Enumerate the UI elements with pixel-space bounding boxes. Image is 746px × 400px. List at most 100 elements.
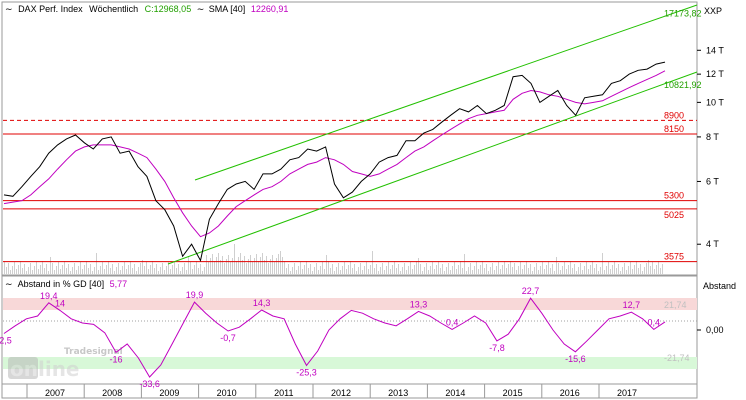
- volume-bar: [530, 264, 531, 274]
- volume-bar: [350, 261, 351, 274]
- volume-bar: [328, 261, 329, 274]
- time-x-axis: 2007 2008 2009 2010 2011 2012 2013 2014 2015 2016…: [26, 384, 637, 398]
- volume-bar: [384, 270, 385, 274]
- x-tick-label: 2013: [388, 388, 408, 398]
- volume-bar: [150, 265, 151, 274]
- volume-bar: [192, 269, 193, 274]
- volume-bar: [276, 258, 277, 274]
- volume-bar: [496, 266, 497, 274]
- volume-bar: [96, 253, 97, 274]
- volume-bar: [262, 253, 263, 274]
- volume-bar: [268, 263, 269, 274]
- volume-bar: [284, 261, 285, 274]
- volume-bar: [6, 267, 7, 274]
- volume-bar: [308, 268, 309, 274]
- volume-bar: [390, 269, 391, 274]
- volume-bar: [238, 257, 239, 274]
- volume-bar: [330, 268, 331, 274]
- oscillator-annotation: -33,6: [139, 379, 160, 389]
- oscillator-annotation: 14: [55, 298, 65, 308]
- volume-bar: [244, 256, 245, 274]
- volume-bar: [236, 261, 237, 274]
- oscillator-annotation: -7,8: [489, 343, 505, 353]
- volume-bar: [250, 255, 251, 274]
- legend-osc-label: Abstand in % GD [40]: [18, 279, 105, 289]
- volume-bar: [146, 262, 147, 274]
- volume-bar: [180, 271, 181, 274]
- volume-bar: [126, 269, 127, 274]
- volume-bar: [130, 261, 131, 274]
- volume-bar: [344, 262, 345, 274]
- volume-bar: [162, 263, 163, 274]
- volume-bar: [398, 264, 399, 274]
- volume-bar: [242, 260, 243, 274]
- volume-bar: [418, 258, 419, 274]
- volume-bar: [208, 262, 209, 274]
- volume-bar: [422, 271, 423, 274]
- volume-bar: [402, 267, 403, 274]
- level-label: 5300: [664, 191, 684, 201]
- watermark-name: online: [10, 357, 80, 381]
- volume-bar: [506, 268, 507, 274]
- volume-bar: [580, 263, 581, 274]
- volume-bar: [648, 260, 649, 274]
- volume-bar: [278, 254, 279, 274]
- volume-bar: [38, 269, 39, 274]
- volume-bar: [404, 263, 405, 274]
- volume-bar: [246, 263, 247, 274]
- band-label: 21,74: [664, 300, 687, 310]
- positive-threshold-band: [3, 298, 697, 310]
- volume-bar: [258, 261, 259, 274]
- volume-bar: [450, 270, 451, 274]
- volume-bar: [334, 271, 335, 274]
- volume-bar: [214, 261, 215, 274]
- volume-bar: [502, 265, 503, 274]
- volume-bar: [230, 262, 231, 274]
- volume-bar: [280, 251, 281, 274]
- volume-bar: [628, 266, 629, 274]
- volume-bar: [164, 270, 165, 274]
- oscillator-annotation: 0,4: [446, 317, 459, 327]
- volume-bar: [22, 268, 23, 274]
- volume-bar: [394, 261, 395, 274]
- volume-bar: [370, 265, 371, 274]
- volume-bar: [400, 271, 401, 274]
- volume-bar: [412, 269, 413, 274]
- volume-bar: [376, 264, 377, 274]
- volume-bar: [392, 265, 393, 274]
- volume-bar: [30, 263, 31, 274]
- volume-bar: [654, 269, 655, 274]
- volume-bar: [48, 271, 49, 274]
- volume-bar: [234, 244, 235, 274]
- volume-bar: [366, 262, 367, 274]
- volume-bar: [582, 270, 583, 274]
- level-label: 3575: [664, 252, 684, 262]
- volume-bar: [614, 261, 615, 274]
- volume-bar: [596, 264, 597, 274]
- volume-bar: [132, 268, 133, 274]
- volume-bar: [618, 264, 619, 274]
- volume-bar: [62, 265, 63, 274]
- volume-bar: [504, 261, 505, 274]
- volume-bar: [568, 265, 569, 274]
- volume-bar: [466, 271, 467, 274]
- volume-bar: [354, 264, 355, 274]
- legend-index-name: DAX Perf. Index: [18, 4, 83, 14]
- oscillator-y-axis: 0,00 21,74 -21,74: [664, 300, 724, 363]
- volume-bar: [326, 255, 327, 274]
- volume-bar: [176, 268, 177, 274]
- volume-bar: [416, 261, 417, 274]
- volume-bar: [228, 255, 229, 274]
- volume-bar: [650, 266, 651, 274]
- oscillator-annotation: -16: [110, 354, 123, 364]
- volume-bar: [72, 267, 73, 274]
- volume-bar: [60, 269, 61, 274]
- volume-bar: [270, 259, 271, 274]
- volume-bar: [454, 262, 455, 274]
- volume-bar: [210, 258, 211, 274]
- volume-bar: [472, 270, 473, 274]
- volume-bars: [4, 244, 663, 274]
- volume-bar: [320, 266, 321, 274]
- price-y-axis: 4 T 6 T 8 T 10 T 12 T 14 T: [697, 45, 724, 249]
